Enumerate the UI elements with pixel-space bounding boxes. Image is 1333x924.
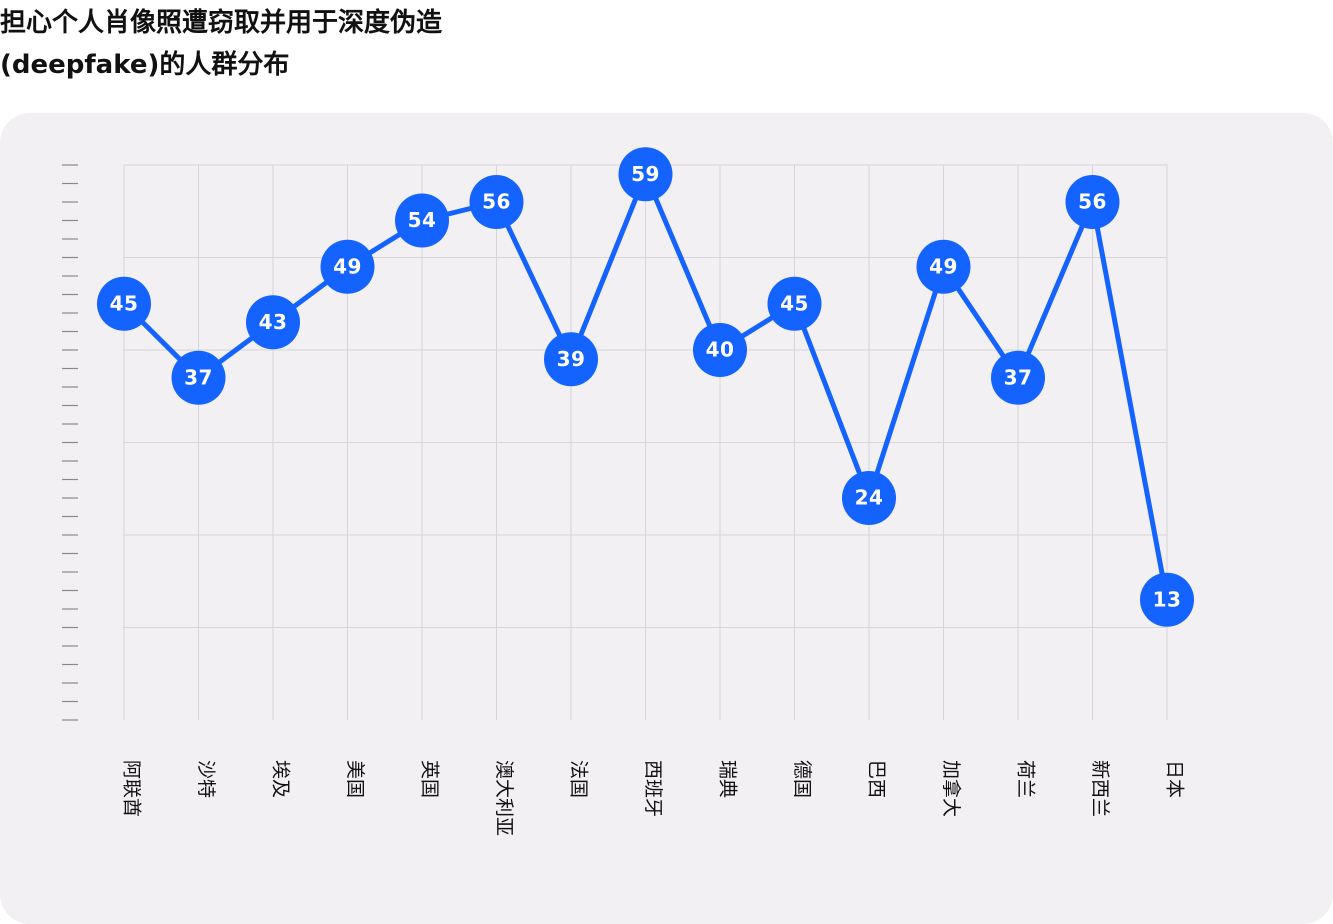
data-label: 37	[1004, 365, 1033, 389]
chart-panel	[0, 113, 1333, 924]
data-point	[1140, 572, 1194, 627]
x-tick-label: 日本	[1164, 760, 1186, 798]
x-tick-label: 法国	[568, 760, 590, 798]
chart-title: 担心个人肖像照遭窃取并用于深度伪造 (deepfake)的人群分布	[0, 2, 620, 86]
data-point	[916, 239, 971, 294]
x-tick-label: 巴西	[866, 760, 888, 798]
data-point	[171, 350, 226, 405]
data-label: 56	[482, 190, 511, 214]
data-point	[246, 295, 300, 350]
y-axis-ticks	[62, 164, 78, 721]
x-tick-label: 埃及	[270, 760, 292, 798]
data-label: 43	[259, 310, 288, 334]
x-tick-label: 荷兰	[1015, 760, 1037, 798]
gridlines	[123, 164, 1168, 720]
x-tick-label: 美国	[344, 760, 366, 798]
x-axis-labels: 阿联酋 沙特 埃及 美国 英国 澳大利亚 法国 西班牙 瑞典 德国 巴西 加拿大 荷兰 新西兰 日本	[121, 760, 1186, 836]
x-tick-label: 加拿大	[940, 760, 963, 817]
data-point	[693, 323, 747, 377]
x-tick-label: 英国	[419, 760, 441, 798]
x-tick-label: 德国	[791, 760, 813, 798]
x-tick-label: 新西兰	[1089, 760, 1111, 817]
data-label: 13	[1153, 587, 1182, 611]
data-point	[767, 276, 822, 331]
data-point	[842, 471, 896, 525]
data-label: 49	[929, 254, 958, 278]
data-label: 45	[780, 291, 809, 315]
chart-title-line-2: (deepfake)的人群分布	[0, 50, 290, 80]
data-point	[544, 332, 598, 387]
data-label: 49	[333, 254, 362, 278]
x-tick-label: 澳大利亚	[493, 760, 515, 836]
data-label: 45	[110, 291, 139, 315]
x-tick-label: 沙特	[195, 760, 217, 798]
data-points: 45 37 43 49 54 56 39 59 40 45 24 49 37 56 13	[97, 147, 1194, 627]
data-label: 39	[557, 347, 586, 371]
data-label: 56	[1078, 190, 1107, 214]
chart-title-line-1: 担心个人肖像照遭窃取并用于深度伪造	[0, 8, 443, 38]
x-tick-label: 阿联酋	[121, 760, 143, 817]
data-point	[97, 276, 151, 331]
data-label: 40	[706, 338, 735, 362]
x-tick-label: 西班牙	[642, 760, 664, 817]
x-tick-label: 瑞典	[717, 760, 739, 798]
data-point	[991, 350, 1045, 405]
data-point	[618, 147, 673, 202]
data-point	[469, 175, 524, 229]
data-label: 59	[631, 162, 660, 186]
data-point	[395, 193, 449, 248]
data-label: 24	[855, 486, 884, 510]
data-label: 54	[408, 208, 437, 232]
data-label: 37	[184, 365, 213, 389]
data-point	[320, 239, 375, 294]
data-point	[1065, 175, 1120, 229]
